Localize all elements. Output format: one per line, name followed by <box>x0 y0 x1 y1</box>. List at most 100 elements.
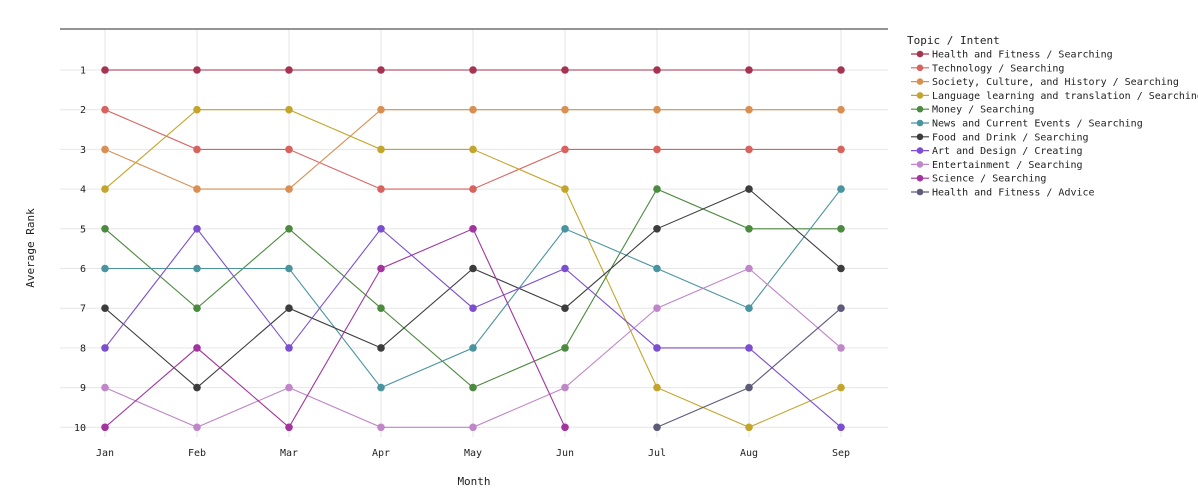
data-point <box>193 66 201 74</box>
data-point <box>377 304 385 313</box>
data-point <box>193 145 201 154</box>
data-point <box>377 225 385 233</box>
data-point <box>561 304 569 313</box>
x-tick-label: Sep <box>832 448 850 459</box>
legend-item: Food and Drink / Searching <box>911 132 1089 143</box>
x-tick-label: Aug <box>740 448 758 459</box>
legend-label: Entertainment / Searching <box>932 160 1083 171</box>
y-tick-label: 7 <box>80 304 86 315</box>
data-point <box>377 264 385 273</box>
data-point <box>285 105 293 114</box>
data-point <box>377 66 385 74</box>
data-point <box>653 105 661 114</box>
legend-swatch-marker <box>916 119 924 127</box>
data-point <box>285 423 293 432</box>
data-point <box>469 423 477 432</box>
y-tick-label: 9 <box>80 383 86 394</box>
x-tick-label: May <box>464 448 482 459</box>
data-point <box>745 304 753 313</box>
x-tick-label: Jul <box>648 448 666 459</box>
legend-label: Art and Design / Creating <box>932 146 1083 157</box>
data-point <box>561 145 569 154</box>
series-10 <box>653 304 845 432</box>
y-tick-label: 2 <box>80 105 86 116</box>
data-point <box>653 185 661 193</box>
data-point <box>469 105 477 114</box>
series-line <box>104 228 566 429</box>
data-point <box>745 225 753 233</box>
series-2 <box>101 105 845 193</box>
data-point <box>285 185 293 193</box>
data-point <box>377 185 385 193</box>
legend-item: Society, Culture, and History / Searchin… <box>911 77 1179 88</box>
data-point <box>837 304 845 313</box>
y-tick-label: 10 <box>74 423 86 434</box>
data-point <box>745 145 753 154</box>
series-0 <box>101 66 845 74</box>
data-point <box>101 225 109 233</box>
legend-swatch-marker <box>916 92 924 99</box>
data-point <box>561 185 569 193</box>
data-point <box>285 225 293 233</box>
data-point <box>561 344 569 352</box>
data-point <box>377 383 385 392</box>
data-point <box>101 383 109 392</box>
data-point <box>561 66 569 74</box>
legend-item: Art and Design / Creating <box>911 146 1083 157</box>
legend-label: Health and Fitness / Searching <box>932 50 1113 61</box>
data-point <box>193 304 201 313</box>
data-point <box>193 423 201 432</box>
series-4 <box>101 185 845 392</box>
legend-item: Language learning and translation / Sear… <box>911 91 1198 102</box>
data-point <box>837 145 845 154</box>
legend-label: Language learning and translation / Sear… <box>932 91 1198 102</box>
data-point <box>469 304 477 313</box>
series-9 <box>101 225 569 432</box>
data-point <box>101 105 109 114</box>
data-point <box>561 383 569 392</box>
data-point <box>653 264 661 273</box>
legend-swatch-marker <box>916 133 924 141</box>
legend-item: Science / Searching <box>911 174 1046 185</box>
x-axis-label: Month <box>457 475 490 488</box>
data-point <box>193 105 201 114</box>
legend-label: Society, Culture, and History / Searchin… <box>932 77 1179 88</box>
legend-title: Topic / Intent <box>907 34 1000 47</box>
series-lines <box>101 66 845 432</box>
legend-item: Entertainment / Searching <box>911 160 1083 171</box>
data-point <box>469 264 477 273</box>
legend-item: Health and Fitness / Searching <box>911 50 1113 61</box>
data-point <box>377 344 385 352</box>
legend-label: Money / Searching <box>932 105 1034 116</box>
y-tick-label: 6 <box>80 264 86 275</box>
series-3 <box>101 105 845 432</box>
legend-label: Science / Searching <box>932 174 1046 185</box>
data-point <box>101 304 109 313</box>
data-point <box>101 66 109 74</box>
data-point <box>377 423 385 432</box>
legend-swatch-marker <box>916 188 924 196</box>
data-point <box>193 185 201 193</box>
legend-item: Health and Fitness / Advice <box>911 188 1095 199</box>
data-point <box>285 304 293 313</box>
x-tick-label: Feb <box>188 448 206 459</box>
data-point <box>377 105 385 114</box>
x-tick-label: Mar <box>280 448 298 459</box>
data-point <box>193 225 201 233</box>
series-7 <box>101 225 845 432</box>
data-point <box>469 145 477 154</box>
data-point <box>101 145 109 154</box>
data-point <box>653 66 661 74</box>
data-point <box>837 344 845 352</box>
data-point <box>745 66 753 74</box>
data-point <box>653 304 661 313</box>
y-tick-label: 3 <box>80 145 86 156</box>
data-point <box>745 344 753 352</box>
data-point <box>285 383 293 392</box>
data-point <box>837 105 845 114</box>
data-point <box>837 383 845 392</box>
data-point <box>193 383 201 392</box>
y-tick-label: 8 <box>80 343 86 354</box>
data-point <box>101 344 109 352</box>
